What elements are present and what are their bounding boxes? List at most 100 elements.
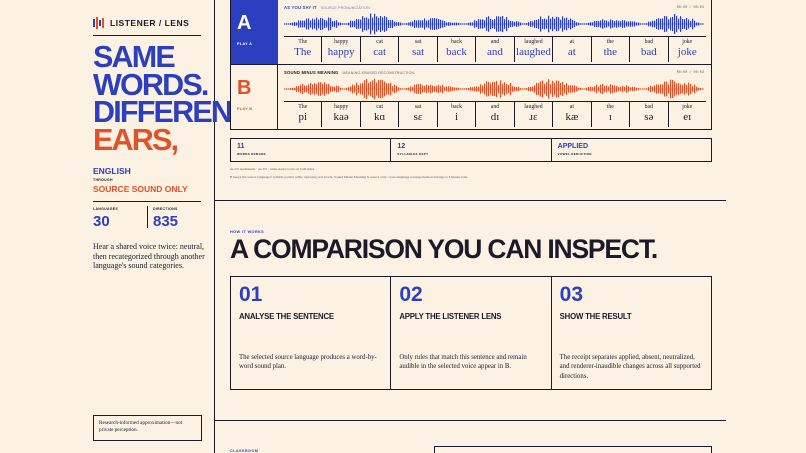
waveform-bar	[534, 85, 536, 93]
word-cell[interactable]: happy kaə	[322, 102, 361, 127]
row-subtitle: SOURCE PRONUNCIATION	[320, 6, 370, 10]
rendered-word: ɹɛ	[529, 111, 538, 123]
waveform-bar	[532, 86, 534, 92]
waveform-bar	[586, 87, 588, 91]
waveform-bar	[462, 23, 464, 25]
waveform-a[interactable]	[284, 13, 704, 35]
word-cell[interactable]: at kæ	[553, 102, 592, 127]
waveform-bar	[354, 20, 356, 28]
word-cell[interactable]: sat sat	[399, 37, 438, 62]
word-cell[interactable]: joke joke	[669, 37, 706, 62]
word-cell[interactable]: the ɪ	[592, 102, 631, 127]
waveform-bar	[418, 20, 420, 28]
waveform-bar	[530, 86, 532, 92]
word-cell[interactable]: and dɪ	[476, 102, 515, 127]
waveform-bar	[554, 18, 556, 30]
waveform-bar	[564, 84, 566, 94]
word-cell[interactable]: at at	[553, 37, 592, 62]
source-word: bad	[644, 104, 653, 110]
waveform-bar	[680, 84, 682, 94]
waveform-bar	[692, 18, 694, 30]
waveform-bar	[610, 19, 612, 29]
word-cell[interactable]: back i	[438, 102, 477, 127]
summary-value: 11	[237, 143, 245, 150]
waveform-bar	[540, 81, 542, 97]
waveform-bar	[478, 86, 480, 92]
target-language[interactable]: SOURCE SOUND ONLY	[93, 184, 188, 194]
waveform-b[interactable]	[284, 78, 704, 100]
waveform-bar	[300, 84, 302, 94]
waveform-bar	[506, 84, 508, 94]
sidebar: LISTENER / LENS SAME WORDS. DIFFERENT EA…	[0, 0, 250, 453]
waveform-bar	[370, 13, 372, 35]
waveform-bar	[494, 19, 496, 29]
play-b-button[interactable]: B PLAY B	[231, 65, 278, 129]
word-cell[interactable]: and and	[476, 37, 515, 62]
waveform-bar	[650, 21, 652, 27]
waveform-bar	[674, 81, 676, 97]
source-language[interactable]: ENGLISH	[93, 166, 131, 176]
word-cell[interactable]: the the	[592, 37, 631, 62]
play-label: PLAY B	[237, 107, 253, 111]
waveform-bar	[700, 87, 702, 91]
brand[interactable]: LISTENER / LENS	[93, 17, 189, 29]
waveform-bar	[602, 84, 604, 94]
waveform-bar	[642, 88, 644, 90]
waveform-bar	[434, 18, 436, 30]
waveform-bar	[444, 87, 446, 91]
play-a-button[interactable]: A PLAY A	[231, 0, 278, 64]
word-cell[interactable]: bad sə	[630, 102, 669, 127]
waveform-bar	[520, 88, 522, 90]
playback-time: 00:00 / 00:03	[676, 6, 704, 10]
summary-cell: APPLIED VOWEL REDUCTION	[552, 139, 711, 161]
waveform-bar	[616, 20, 618, 28]
source-word: at	[569, 39, 574, 45]
waveform-bar	[286, 23, 288, 25]
waveform-bar	[358, 84, 360, 94]
source-word: and	[490, 39, 500, 45]
waveform-bar	[346, 23, 348, 25]
stat-languages: LANGUAGES 30	[93, 207, 118, 230]
waveform-bar	[508, 84, 510, 94]
word-cell[interactable]: cat cat	[361, 37, 400, 62]
waveform-bar	[380, 79, 382, 99]
word-cell[interactable]: happy happy	[322, 37, 361, 62]
word-cell[interactable]: laughed ɹɛ	[515, 102, 554, 127]
word-cell[interactable]: laughed laughed	[515, 37, 554, 62]
waveform-bar	[574, 85, 576, 93]
waveform-bar	[294, 22, 296, 26]
waveform-bar	[652, 20, 654, 28]
waveform-bar	[310, 20, 312, 28]
waveform-bar	[576, 86, 578, 92]
word-cell[interactable]: back back	[438, 37, 477, 62]
hero-line-4: EARS,	[93, 122, 179, 157]
waveform-bar	[630, 87, 632, 91]
waveform-bar	[546, 82, 548, 96]
waveform-bar	[404, 23, 406, 25]
waveform-bar	[646, 23, 648, 25]
waveform-bar	[370, 81, 372, 97]
waveform-bar	[496, 16, 498, 32]
word-cell[interactable]: bad bad	[630, 37, 669, 62]
waveform-bar	[330, 86, 332, 92]
waveform-bar	[302, 83, 304, 95]
waveform-bar	[504, 19, 506, 29]
badge-letter: A	[237, 12, 252, 34]
word-cell[interactable]: sat sɛ	[399, 102, 438, 127]
waveform-bar	[288, 88, 290, 90]
word-cell[interactable]: joke eɪ	[669, 102, 706, 127]
hero-heading: SAME WORDS. DIFFERENT EARS,	[93, 42, 250, 157]
waveform-bar	[320, 17, 322, 31]
waveform-bar	[524, 88, 526, 90]
word-cell[interactable]: The pi	[284, 102, 323, 127]
waveform-bar	[362, 16, 364, 32]
word-cell[interactable]: cat kɑ	[361, 102, 400, 127]
step-number: 01	[239, 283, 263, 306]
word-cell[interactable]: The The	[284, 37, 323, 62]
waveform-bar	[334, 20, 336, 28]
waveform-bar	[386, 83, 388, 95]
waveform-bar	[658, 18, 660, 30]
source-word: joke	[682, 104, 693, 110]
waveform-bar	[416, 84, 418, 94]
waveform-bar	[344, 88, 346, 90]
